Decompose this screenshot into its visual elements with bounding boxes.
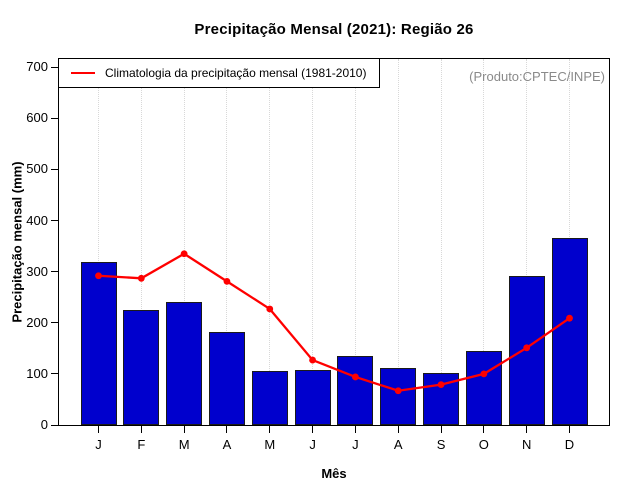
y-axis-tick <box>51 66 58 68</box>
bar <box>465 350 502 425</box>
y-axis-tick <box>51 271 58 273</box>
chart-title: Precipitação Mensal (2021): Região 26 <box>194 21 474 38</box>
gridline <box>483 59 485 425</box>
gridline <box>98 59 99 425</box>
x-axis-tick-label: M <box>178 437 190 452</box>
climatology-point <box>480 370 488 378</box>
x-axis-tick-label: N <box>521 437 532 452</box>
y-axis-tick-label: 500 <box>26 161 48 177</box>
climatology-point <box>437 381 445 389</box>
x-axis-tick <box>312 426 314 433</box>
climatology-line <box>98 252 571 392</box>
y-axis-tick <box>51 424 58 426</box>
bar <box>294 370 331 425</box>
x-axis-tick <box>569 426 570 433</box>
x-axis-tick <box>98 426 99 433</box>
climatology-point <box>95 272 102 280</box>
gridline <box>397 59 399 425</box>
climatology-point <box>223 277 231 285</box>
x-axis-tick-label: D <box>564 437 575 452</box>
y-axis-tick <box>51 220 58 222</box>
legend-line-icon <box>71 71 95 75</box>
gridline <box>183 59 185 425</box>
gridline <box>312 59 314 425</box>
gridline <box>440 59 442 425</box>
climatology-point <box>309 356 316 364</box>
legend-box: Climatologia da precipitação mensal (198… <box>58 58 380 88</box>
x-axis-tick-label: S <box>436 437 446 452</box>
gridline <box>354 59 356 425</box>
gridline <box>226 59 228 425</box>
y-axis-tick-label: 100 <box>26 365 48 381</box>
y-axis-tick-label: 400 <box>26 212 48 228</box>
x-axis-tick-label: A <box>222 437 232 452</box>
y-axis-tick-label: 200 <box>26 314 48 330</box>
x-axis-tick-label: M <box>264 437 276 452</box>
x-axis-tick <box>226 426 228 433</box>
bar <box>166 302 203 425</box>
y-axis-tick-label: 600 <box>26 110 48 126</box>
y-axis-tick <box>51 117 58 119</box>
y-axis-tick <box>51 373 58 375</box>
climatology-point <box>352 373 359 381</box>
legend-label: Climatologia da precipitação mensal (198… <box>105 66 367 80</box>
x-axis-tick-label: O <box>478 437 489 452</box>
watermark-text: (Produto:CPTEC/INPE) <box>469 69 605 84</box>
x-axis-tick <box>269 426 271 433</box>
climatology-point <box>266 305 274 313</box>
gridline <box>526 59 528 425</box>
x-axis-tick <box>354 426 356 433</box>
y-axis-tick-label: 300 <box>26 263 48 279</box>
x-axis-tick <box>526 426 528 433</box>
bar <box>208 332 245 425</box>
x-axis-tick <box>440 426 442 433</box>
y-axis-tick <box>51 322 58 324</box>
climatology-point <box>394 387 402 395</box>
climatology-point <box>137 274 145 282</box>
bar <box>508 276 545 425</box>
plot-area: Climatologia da precipitação mensal (198… <box>58 58 610 426</box>
climatology-point <box>566 314 573 322</box>
x-axis-tick <box>483 426 485 433</box>
bar <box>551 238 588 425</box>
bar <box>337 355 374 425</box>
bar <box>123 309 160 425</box>
bar <box>251 371 288 425</box>
climatology-point <box>180 250 188 258</box>
y-axis-title: Precipitação mensal (mm) <box>9 161 25 323</box>
climatology-line-layer <box>95 250 573 395</box>
x-axis-tick-label: F <box>137 437 146 452</box>
y-axis-tick <box>51 168 58 170</box>
bar <box>80 262 117 425</box>
gridline <box>269 59 271 425</box>
x-axis-tick <box>183 426 185 433</box>
x-axis-tick-label: J <box>95 437 102 452</box>
bar <box>380 368 417 425</box>
x-axis-title: Mês <box>321 466 347 481</box>
gridline <box>140 59 142 425</box>
y-axis-tick-label: 0 <box>40 417 48 432</box>
climatology-point <box>523 344 531 352</box>
x-axis-tick <box>397 426 399 433</box>
y-axis-tick-label: 700 <box>26 59 48 75</box>
x-axis-tick-label: J <box>309 437 316 452</box>
x-axis-tick-label: A <box>393 437 403 452</box>
x-axis-tick-label: J <box>352 437 359 452</box>
x-axis-tick <box>140 426 142 433</box>
